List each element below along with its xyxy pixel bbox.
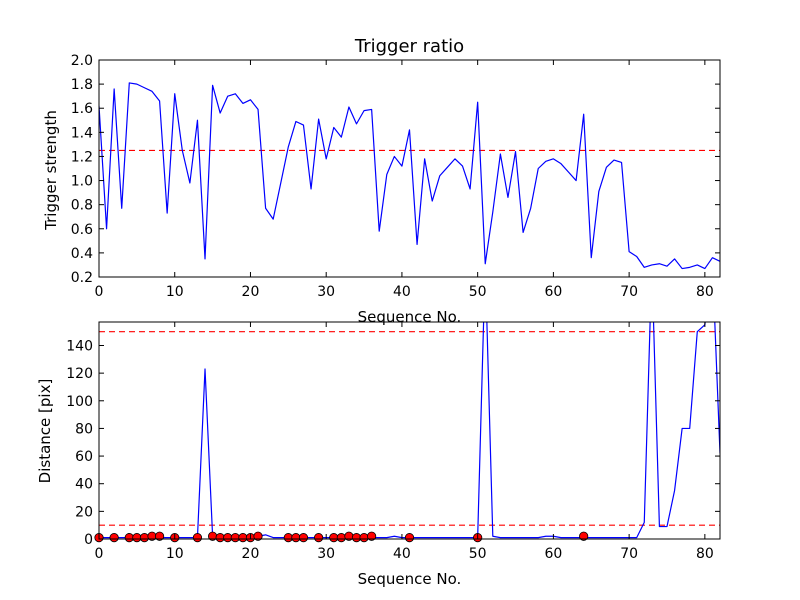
y-tick-label: 60 xyxy=(75,449,93,465)
y-tick-label: 0 xyxy=(84,532,93,548)
x-tick-label: 0 xyxy=(95,284,104,300)
x-tick-label: 60 xyxy=(544,284,562,300)
trigger-ratio-plot: Trigger ratio Sequence No. Trigger stren… xyxy=(42,36,721,326)
data-point xyxy=(154,531,165,541)
data-point xyxy=(283,533,293,543)
x-tick-label: 10 xyxy=(166,546,184,562)
x-axis-label: Sequence No. xyxy=(358,570,462,588)
x-tick-label: 50 xyxy=(469,284,487,300)
data-point xyxy=(132,533,142,543)
x-tick-label: 80 xyxy=(696,546,714,562)
y-tick-label: 20 xyxy=(75,504,93,520)
data-point xyxy=(329,533,339,543)
series-line xyxy=(99,82,720,270)
y-tick-label: 1.4 xyxy=(71,125,93,141)
x-tick-label: 0 xyxy=(95,546,104,562)
data-point xyxy=(253,531,263,541)
data-point xyxy=(359,533,369,543)
x-tick-label: 80 xyxy=(696,284,714,300)
x-tick-label: 30 xyxy=(317,284,335,300)
data-point xyxy=(139,533,150,543)
y-axis-label: Distance [pix] xyxy=(36,379,54,484)
x-tick-label: 40 xyxy=(393,546,411,562)
data-point xyxy=(314,533,324,543)
y-tick-label: 120 xyxy=(66,366,93,382)
axes-frame xyxy=(98,59,721,278)
x-tick-label: 60 xyxy=(544,546,562,562)
y-tick-label: 0.4 xyxy=(71,246,93,262)
y-tick-label: 1.8 xyxy=(71,77,93,93)
data-point xyxy=(351,533,362,543)
y-tick-label: 0.6 xyxy=(71,222,93,238)
series-line xyxy=(99,322,720,539)
y-tick-label: 80 xyxy=(75,421,93,437)
y-tick-label: 40 xyxy=(75,477,93,493)
y-tick-label: 0.2 xyxy=(71,270,93,286)
x-tick-label: 50 xyxy=(469,546,487,562)
y-tick-label: 2.0 xyxy=(71,53,93,69)
data-point xyxy=(192,533,203,543)
y-tick-label: 0.8 xyxy=(71,198,93,214)
y-axis-label: Trigger strength xyxy=(42,110,60,231)
distance-plot: Sequence No. Distance [pix] 0 10 20 30 40 50 6… xyxy=(36,321,721,588)
data-point xyxy=(124,533,134,543)
distance-plot-area xyxy=(99,322,720,539)
data-point xyxy=(238,533,248,543)
y-tick-label: 100 xyxy=(66,394,93,410)
data-point xyxy=(109,533,119,543)
data-point xyxy=(291,533,301,543)
data-point xyxy=(367,531,377,541)
x-tick-label: 20 xyxy=(242,284,260,300)
y-tick-label: 1.2 xyxy=(71,149,93,165)
chart-title: Trigger ratio xyxy=(354,36,464,57)
x-tick-label: 70 xyxy=(620,284,638,300)
x-tick-label: 40 xyxy=(393,284,411,300)
y-tick-label: 1.0 xyxy=(71,174,93,190)
x-tick-label: 20 xyxy=(242,546,260,562)
data-point xyxy=(579,531,589,541)
axes-frame xyxy=(98,321,721,540)
x-tick-label: 10 xyxy=(166,284,184,300)
x-axis-label: Sequence No. xyxy=(358,308,462,326)
x-tick-label: 30 xyxy=(317,546,335,562)
data-point xyxy=(215,533,225,543)
data-point xyxy=(404,533,415,543)
data-point xyxy=(336,533,346,543)
x-tick-label: 70 xyxy=(620,546,638,562)
y-tick-label: 1.6 xyxy=(71,101,93,117)
data-point xyxy=(230,533,240,543)
data-point xyxy=(298,533,309,543)
trigger-ratio-plot-area xyxy=(99,82,720,270)
y-tick-label: 140 xyxy=(66,338,93,354)
data-point xyxy=(223,533,233,543)
